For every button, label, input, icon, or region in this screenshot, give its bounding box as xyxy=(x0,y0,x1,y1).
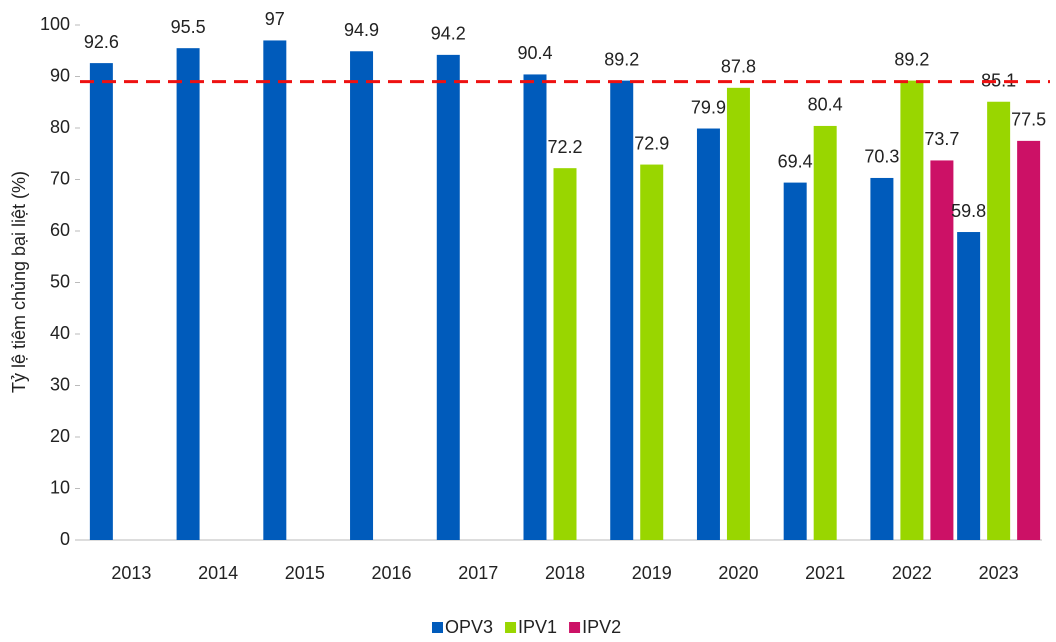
x-tick-label: 2013 xyxy=(111,563,151,583)
y-tick-label: 60 xyxy=(50,220,70,240)
bar xyxy=(640,164,664,540)
y-tick-label: 40 xyxy=(50,323,70,343)
legend-label: IPV1 xyxy=(518,617,557,637)
bar xyxy=(870,177,894,540)
data-label: 79.9 xyxy=(691,97,726,117)
y-tick-label: 90 xyxy=(50,65,70,85)
y-tick-label: 80 xyxy=(50,117,70,137)
y-tick-label: 50 xyxy=(50,271,70,291)
bar xyxy=(553,168,577,541)
bar xyxy=(813,125,837,540)
data-label: 87.8 xyxy=(721,57,756,77)
y-tick-label: 10 xyxy=(50,477,70,497)
bar xyxy=(1017,140,1041,540)
y-tick-label: 0 xyxy=(60,529,70,549)
bar xyxy=(957,232,981,540)
legend-swatch xyxy=(432,622,443,633)
legend-swatch xyxy=(505,622,517,633)
data-label: 80.4 xyxy=(808,95,843,115)
data-label: 89.2 xyxy=(894,49,929,69)
y-tick-label: 30 xyxy=(50,374,70,394)
bar xyxy=(523,74,547,540)
data-label: 95.5 xyxy=(171,17,206,37)
data-label: 89.2 xyxy=(604,49,639,69)
legend-label: OPV3 xyxy=(445,617,493,637)
data-label: 92.6 xyxy=(84,32,119,52)
x-tick-label: 2023 xyxy=(979,563,1019,583)
x-tick-label: 2015 xyxy=(285,563,325,583)
bar xyxy=(610,80,634,541)
bar xyxy=(436,54,460,541)
bar xyxy=(89,63,113,541)
bar xyxy=(930,160,954,540)
y-axis-label: Tỷ lệ tiêm chủng bại liệt (%) xyxy=(9,171,29,393)
x-tick-label: 2021 xyxy=(805,563,845,583)
data-label: 70.3 xyxy=(864,147,899,167)
data-label: 72.9 xyxy=(634,133,669,153)
data-label: 72.2 xyxy=(547,137,582,157)
data-label: 59.8 xyxy=(951,201,986,221)
y-tick-label: 100 xyxy=(40,14,70,34)
data-label: 94.9 xyxy=(344,20,379,40)
y-tick-label: 20 xyxy=(50,426,70,446)
legend-swatch xyxy=(569,622,581,633)
bar xyxy=(900,80,924,541)
bar xyxy=(176,48,200,541)
x-tick-label: 2020 xyxy=(718,563,758,583)
x-tick-label: 2022 xyxy=(892,563,932,583)
x-tick-label: 2018 xyxy=(545,563,585,583)
data-label: 90.4 xyxy=(517,43,552,63)
x-tick-label: 2014 xyxy=(198,563,238,583)
x-tick-label: 2017 xyxy=(458,563,498,583)
data-label: 97 xyxy=(265,9,285,29)
bar xyxy=(726,87,750,540)
data-label: 85.1 xyxy=(981,70,1016,90)
x-tick-label: 2019 xyxy=(632,563,672,583)
bar xyxy=(350,51,374,540)
bar xyxy=(783,182,807,540)
data-label: 94.2 xyxy=(431,24,466,44)
x-tick-label: 2016 xyxy=(372,563,412,583)
data-label: 73.7 xyxy=(924,129,959,149)
bar xyxy=(263,40,287,540)
data-label: 77.5 xyxy=(1011,110,1046,130)
bar xyxy=(696,128,720,540)
data-label: 69.4 xyxy=(778,151,813,171)
y-tick-label: 70 xyxy=(50,168,70,188)
bar xyxy=(987,101,1011,541)
legend-label: IPV2 xyxy=(582,617,621,637)
